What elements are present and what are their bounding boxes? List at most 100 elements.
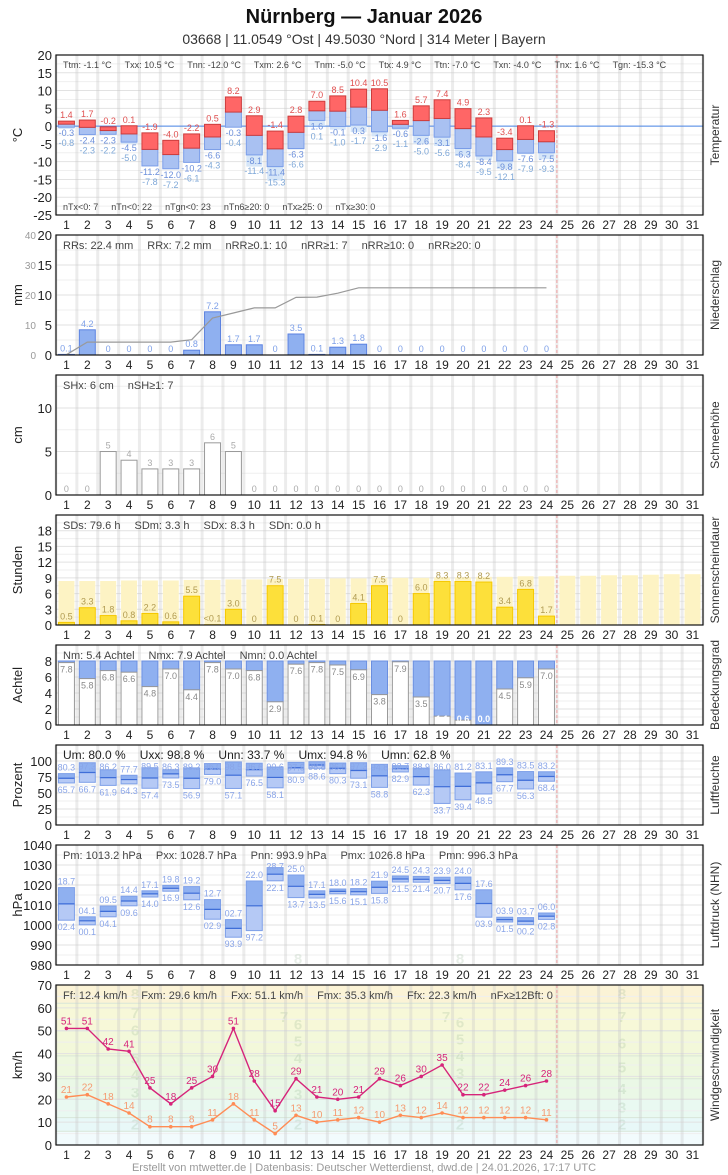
beaufort-label: 2	[618, 1116, 626, 1133]
max-label: 86.2	[99, 762, 117, 772]
snow-label: 5	[231, 441, 236, 451]
stat-text: Ttx: 4.9 °C	[379, 60, 422, 70]
beaufort-label: 4	[294, 1050, 303, 1067]
y-tick-label: 8	[45, 654, 52, 669]
min-label: 93.9	[225, 939, 243, 949]
x-tick-label: 24	[540, 498, 554, 512]
possible-sunshine-bar	[121, 580, 138, 625]
snow-label: 0	[252, 484, 257, 494]
range-lower-box	[517, 779, 535, 790]
cloud-label: 4.4	[185, 692, 198, 702]
x-tick-label: 24	[540, 628, 554, 642]
cloud-label: 2.9	[269, 704, 282, 714]
x-tick-label: 8	[209, 828, 216, 842]
gust-wind-point	[210, 1074, 215, 1079]
mean-wind-point	[523, 1115, 528, 1120]
x-tick-label: 26	[582, 498, 596, 512]
tgmin-bar	[58, 127, 75, 129]
x-tick-label: 1	[63, 1148, 70, 1162]
tgmin-label: -7.8	[142, 177, 158, 187]
x-tick-label: 11	[269, 358, 282, 372]
tmax-bar	[433, 99, 451, 119]
x-tick-label: 9	[230, 628, 237, 642]
max-label: 80.3	[58, 763, 76, 773]
tmax-bar	[537, 130, 555, 143]
x-tick-label: 8	[209, 728, 216, 742]
sunshine-label: 6.8	[519, 578, 532, 588]
max-label: 19.8	[162, 874, 180, 884]
x-tick-label: 28	[623, 828, 637, 842]
range-lower-box	[371, 775, 388, 788]
min-label: 17.6	[454, 892, 472, 902]
x-tick-label: 28	[623, 218, 637, 232]
range-lower-box	[57, 777, 75, 784]
x-tick-label: 14	[331, 1148, 345, 1162]
tmin-label: -0.1	[330, 127, 346, 137]
gust-wind-label: 41	[123, 1039, 135, 1050]
possible-sunshine-bar	[538, 576, 555, 625]
x-tick-label: 19	[435, 628, 449, 642]
range-upper-box	[120, 774, 138, 781]
tmin-bar	[350, 106, 368, 126]
x-tick-label: 5	[147, 1148, 154, 1162]
x-tick-label: 20	[456, 728, 470, 742]
stat-text: Umx: 94.8 %	[298, 748, 367, 762]
x-tick-label: 16	[373, 968, 387, 982]
gust-wind-label: 29	[290, 1067, 302, 1078]
range-lower-box	[120, 779, 138, 785]
x-tick-label: 4	[126, 218, 133, 232]
x-tick-label: 18	[415, 728, 429, 742]
gust-wind-label: 30	[416, 1064, 428, 1075]
snow-label: 0	[481, 484, 486, 494]
x-tick-label: 27	[602, 728, 616, 742]
x-tick-label: 30	[665, 628, 679, 642]
tmax-label: -1.3	[539, 120, 555, 130]
mean-wind-label: 8	[189, 1115, 195, 1126]
stat-text: Pmx: 1026.8 hPa	[340, 850, 425, 862]
cloud-cover-bar	[433, 660, 451, 717]
range-lower-box	[496, 774, 514, 783]
x-tick-label: 13	[310, 628, 324, 642]
x-tick-label: 9	[230, 218, 237, 232]
x-tick-label: 6	[167, 728, 174, 742]
max-label: 88.9	[412, 762, 430, 772]
snow-label: 3	[147, 458, 152, 468]
x-tick-label: 21	[477, 628, 491, 642]
x-tick-label: 22	[498, 828, 512, 842]
x-tick-label: 19	[435, 728, 449, 742]
y-tick-label: 10	[38, 288, 52, 303]
min-label: 04.1	[99, 919, 117, 929]
x-tick-label: 14	[331, 968, 345, 982]
y-tick-label: 0	[45, 488, 52, 503]
x-tick-label: 16	[373, 628, 387, 642]
x-tick-label: 27	[602, 1148, 616, 1162]
x-tick-label: 4	[126, 628, 133, 642]
gust-wind-label: 42	[103, 1037, 115, 1048]
x-tick-label: 30	[665, 968, 679, 982]
x-tick-label: 30	[665, 498, 679, 512]
range-upper-box	[99, 905, 117, 912]
sunshine-label: 3.0	[227, 598, 240, 608]
precip-label: 0.8	[185, 339, 198, 349]
x-tick-label: 17	[394, 358, 408, 372]
tmax-bar	[204, 123, 222, 138]
range-lower-box	[120, 900, 138, 907]
stat-text: Nmn: 0.0 Achtel	[240, 650, 318, 662]
panel-title: Schneehöhe	[708, 401, 722, 469]
tmin-bar	[266, 148, 284, 168]
precip-label: 3.5	[290, 323, 303, 333]
max-label: 81.2	[454, 762, 472, 772]
min-label: 82.9	[392, 774, 410, 784]
cloud-label: 5.8	[81, 681, 94, 691]
max-label: 83.2	[538, 761, 556, 771]
range-upper-box	[475, 889, 493, 904]
range-upper-box	[433, 769, 451, 788]
x-tick-label: 1	[63, 358, 70, 372]
y-tick-label: 10	[38, 84, 52, 99]
precip-label: 4.2	[81, 319, 94, 329]
gust-wind-label: 26	[395, 1074, 407, 1085]
tmax-bar	[224, 96, 242, 113]
x-tick-label: 23	[519, 828, 533, 842]
sunshine-label: 5.5	[185, 585, 198, 595]
tgmin-bar	[475, 155, 492, 160]
